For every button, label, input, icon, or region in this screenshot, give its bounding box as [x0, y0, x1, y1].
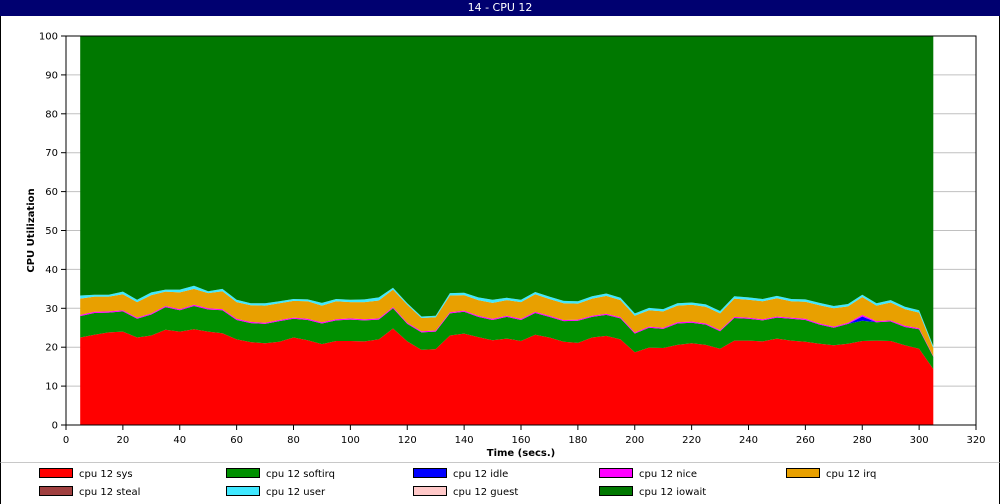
- y-tick-label: 100: [39, 32, 58, 43]
- x-tick-label: 260: [796, 435, 815, 446]
- x-tick-label: 240: [739, 435, 758, 446]
- y-tick-label: 10: [45, 382, 58, 393]
- area-series-cpu-12-sys: [80, 328, 934, 425]
- y-tick-label: 90: [45, 70, 58, 81]
- legend-label: cpu 12 sys: [79, 469, 133, 480]
- legend-item: cpu 12 guest: [413, 486, 518, 500]
- legend-label: cpu 12 nice: [639, 469, 698, 480]
- legend-item: cpu 12 nice: [599, 468, 697, 482]
- area-series-cpu-12-user: [80, 285, 934, 348]
- x-tick-label: 280: [853, 435, 872, 446]
- legend-item: cpu 12 iowait: [599, 486, 706, 500]
- y-axis-label: CPU Utilization: [26, 188, 37, 272]
- area-series-cpu-12-iowait: [80, 36, 934, 346]
- legend-label: cpu 12 guest: [453, 487, 519, 498]
- legend-label: cpu 12 iowait: [639, 487, 707, 498]
- legend-item: cpu 12 steal: [39, 486, 140, 500]
- x-tick-label: 100: [341, 435, 360, 446]
- legend-swatch: [786, 468, 820, 478]
- legend-label: cpu 12 idle: [453, 469, 509, 480]
- y-tick-label: 70: [45, 148, 58, 159]
- area-series-cpu-12-softirq: [80, 306, 934, 369]
- legend-swatch: [39, 468, 73, 478]
- x-tick-label: 120: [398, 435, 417, 446]
- legend-swatch: [599, 468, 633, 478]
- chart-legend: cpu 12 sys cpu 12 softirq cpu 12 idle cpu 1…: [0, 462, 1000, 504]
- legend-item: cpu 12 softirq: [226, 468, 335, 482]
- legend-label: cpu 12 steal: [79, 487, 141, 498]
- legend-swatch: [226, 486, 260, 496]
- x-tick-label: 220: [682, 435, 701, 446]
- y-tick-label: 40: [45, 265, 58, 276]
- y-tick-label: 30: [45, 304, 58, 315]
- legend-item: cpu 12 sys: [39, 468, 133, 482]
- x-tick-label: 300: [910, 435, 929, 446]
- legend-item: cpu 12 user: [226, 486, 325, 500]
- x-tick-label: 180: [568, 435, 587, 446]
- cpu-utilization-chart: 0 10 20 30 40 50 60 70 80 90 100 0 20 40 60 80 100 120 140…: [26, 32, 986, 460]
- x-axis-label: Time (secs.): [487, 448, 556, 459]
- legend-swatch: [413, 486, 447, 496]
- legend-item: cpu 12 irq: [786, 468, 876, 482]
- legend-swatch: [599, 486, 633, 496]
- y-tick-label: 20: [45, 343, 58, 354]
- x-tick-label: 320: [966, 435, 985, 446]
- legend-label: cpu 12 user: [266, 487, 326, 498]
- area-series-cpu-12-nice: [80, 304, 934, 357]
- y-tick-label: 0: [52, 421, 58, 432]
- x-tick-label: 60: [230, 435, 243, 446]
- x-tick-label: 20: [117, 435, 130, 446]
- x-tick-label: 80: [287, 435, 300, 446]
- area-series-cpu-12-irq: [80, 288, 934, 357]
- chart-area: 0 10 20 30 40 50 60 70 80 90 100 0 20 40 60 80 100 120 140…: [0, 16, 1000, 462]
- legend-label: cpu 12 softirq: [266, 469, 335, 480]
- legend-swatch: [413, 468, 447, 478]
- x-tick-label: 160: [511, 435, 530, 446]
- x-tick-label: 140: [455, 435, 474, 446]
- legend-label: cpu 12 irq: [826, 469, 877, 480]
- y-tick-label: 80: [45, 109, 58, 120]
- legend-item: cpu 12 idle: [413, 468, 508, 482]
- legend-swatch: [226, 468, 260, 478]
- window-title: 14 - CPU 12: [0, 0, 1000, 16]
- x-tick-label: 200: [625, 435, 644, 446]
- x-tick-label: 40: [173, 435, 186, 446]
- x-tick-label: 0: [63, 435, 69, 446]
- legend-swatch: [39, 486, 73, 496]
- y-tick-label: 60: [45, 187, 58, 198]
- y-tick-label: 50: [45, 226, 58, 237]
